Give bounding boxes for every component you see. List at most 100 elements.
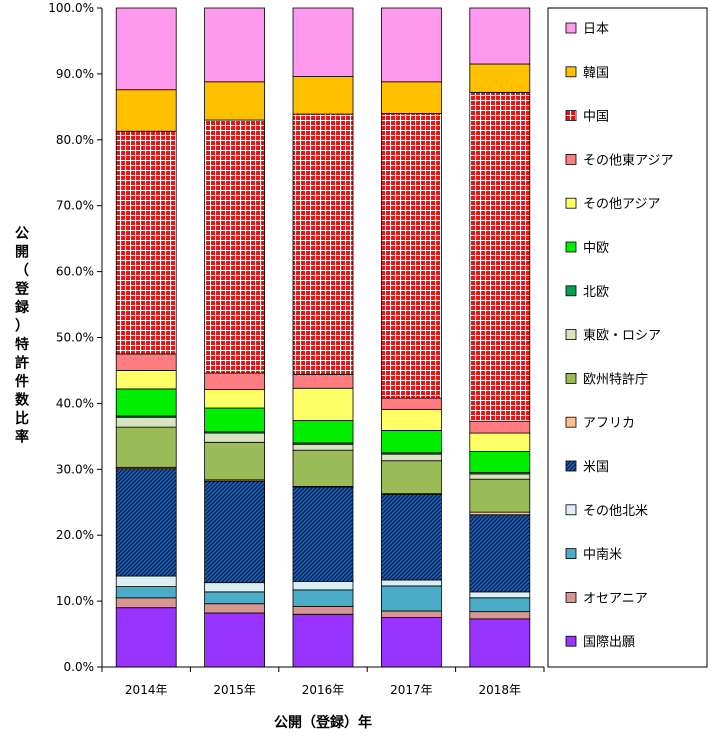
y-tick-label: 50.0% (56, 331, 94, 345)
bar-segment (292, 113, 354, 375)
bar-segment (292, 486, 354, 582)
bar-segment (292, 7, 354, 77)
legend-swatch (565, 548, 577, 559)
legend-swatch (565, 285, 577, 297)
y-tick-label: 0.0% (64, 660, 95, 674)
bar-segment (115, 575, 177, 588)
y-tick-label: 30.0% (56, 462, 94, 476)
legend-label: 北欧 (583, 285, 609, 300)
bar-segment (204, 389, 266, 409)
legend-label: その他北米 (583, 504, 648, 519)
y-tick-label: 40.0% (56, 396, 94, 410)
bar-segment (380, 617, 442, 668)
bar-segment (380, 493, 442, 581)
legend-label: 東欧・ロシア (583, 328, 661, 344)
bar-segment (380, 453, 442, 462)
legend-swatch (565, 504, 577, 516)
legend-label: オセアニア (583, 591, 648, 606)
legend-label: 日本 (583, 22, 609, 37)
legend-swatch (565, 22, 577, 34)
x-tick-label: 2015年 (213, 683, 256, 697)
y-tick-label: 70.0% (56, 199, 94, 213)
bar-segment (115, 353, 177, 371)
bar-segment (380, 81, 442, 114)
legend-swatch (565, 416, 577, 428)
bar-segment (469, 514, 531, 593)
bar-segment (204, 119, 266, 374)
bar-segment (469, 420, 531, 434)
legend-label: その他アジア (583, 197, 660, 212)
bar-segment (115, 586, 177, 599)
bar-segment (380, 579, 442, 587)
bar-segment (204, 432, 266, 443)
x-tick-label: 2018年 (479, 683, 522, 697)
bar-segment (380, 610, 442, 618)
bar-segment (292, 420, 354, 444)
legend-swatch (565, 372, 577, 384)
legend-swatch (565, 460, 577, 472)
legend-label: その他東アジア (583, 152, 673, 168)
legend-swatch (565, 592, 577, 603)
y-tick-label: 60.0% (56, 265, 94, 279)
legend: 日本韓国中国その他東アジアその他アジア中欧北欧東欧・ロシア欧州特許庁アフリカ米国… (565, 22, 673, 650)
bar-segment (469, 63, 531, 93)
bar-segment (204, 407, 266, 433)
bar-segment (115, 416, 177, 428)
bar-segment (204, 441, 266, 481)
bar-segment (204, 582, 266, 593)
bar-segment (204, 603, 266, 614)
bar-segment (292, 605, 354, 615)
legend-swatch (565, 197, 577, 209)
bar-segment (380, 7, 442, 83)
bar-segment (469, 432, 531, 452)
y-axis-title-text: 公開（登録）特許件数比率 (14, 226, 30, 446)
y-axis-title: 公開（登録）特許件数比率 (14, 226, 30, 446)
bar-segment (380, 408, 442, 431)
bar-segment (380, 113, 442, 399)
bar-segment (204, 81, 266, 121)
bar-segment (292, 449, 354, 487)
y-tick-label: 80.0% (56, 133, 94, 147)
bar-segment (115, 468, 177, 577)
bar-segment (469, 478, 531, 513)
bar-segment (469, 7, 531, 65)
legend-swatch (565, 635, 577, 647)
legend-label: 韓国 (583, 66, 609, 81)
bar-segment (115, 130, 177, 355)
y-tick-label: 20.0% (56, 528, 94, 542)
legend-label: 国際出願 (583, 635, 635, 650)
bar-segment (204, 591, 266, 605)
x-tick-label: 2016年 (302, 683, 345, 697)
legend-label: 中南米 (583, 547, 622, 563)
bar-segment (469, 618, 531, 668)
bar-segment (469, 473, 531, 480)
bar-segment (115, 7, 177, 91)
bar-segment (292, 443, 354, 451)
legend-label: アフリカ (583, 416, 635, 431)
bar-segment (380, 430, 442, 454)
bar-segment (292, 580, 354, 591)
bar-segment (469, 597, 531, 613)
legend-swatch (565, 110, 577, 121)
x-axis-title: 公開（登録）年 (274, 714, 372, 731)
bar-segment (292, 76, 354, 115)
bar-segment (292, 613, 354, 668)
bar-segment (292, 387, 354, 421)
legend-swatch (565, 153, 577, 165)
bar-segment (469, 591, 531, 599)
legend-swatch (565, 329, 577, 341)
bar-segment (292, 374, 354, 389)
bar-segment (380, 460, 442, 495)
y-tick-label: 10.0% (56, 594, 94, 608)
legend-label: 中欧 (583, 241, 609, 256)
bar-segment (469, 91, 531, 422)
legend-swatch (565, 66, 577, 78)
bar-segment (115, 597, 177, 609)
bar-segment (115, 370, 177, 390)
x-tick-label: 2014年 (125, 683, 168, 697)
y-tick-labels: 0.0% 10.0% 20.0% 30.0% 40.0% 50.0% 60.0% 70.0% 8… (48, 1, 102, 674)
bar-segment (115, 607, 177, 668)
bar-segment (380, 585, 442, 612)
y-tick-label: 90.0% (56, 67, 94, 81)
